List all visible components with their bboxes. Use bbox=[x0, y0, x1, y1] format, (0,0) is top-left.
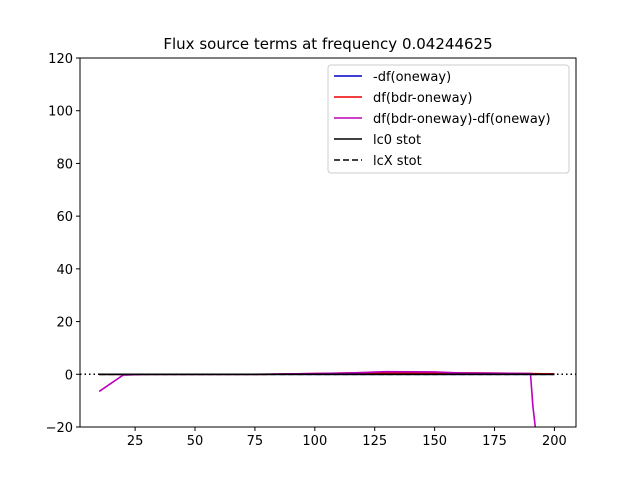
legend-label-5: lcX stot bbox=[373, 154, 422, 169]
legend-label-3: df(bdr-oneway)-df(oneway) bbox=[373, 112, 551, 127]
legend-frame bbox=[327, 64, 570, 174]
x-tick-label: 150 bbox=[422, 434, 447, 449]
x-axis: 25 50 75 100 125 150 175 200 bbox=[127, 427, 567, 449]
y-tick-label: 20 bbox=[56, 316, 73, 331]
y-tick-label: 0 bbox=[65, 368, 73, 383]
x-tick-label: 175 bbox=[482, 434, 507, 449]
y-tick-label: 120 bbox=[48, 52, 73, 67]
legend-label-2: df(bdr-oneway) bbox=[373, 91, 472, 106]
y-tick-label: 60 bbox=[56, 210, 73, 225]
chart-title: Flux source terms at frequency 0.0424462… bbox=[163, 35, 492, 53]
plot-frame bbox=[79, 57, 577, 428]
y-tick-label: 100 bbox=[48, 105, 73, 120]
x-tick-label: 200 bbox=[542, 434, 567, 449]
y-tick-label: 80 bbox=[56, 157, 73, 172]
y-tick-label: −20 bbox=[46, 421, 73, 436]
y-axis: −20 0 20 40 60 80 100 120 bbox=[46, 52, 80, 436]
x-tick-label: 75 bbox=[247, 434, 264, 449]
x-tick-label: 100 bbox=[302, 434, 327, 449]
y-tick-label: 40 bbox=[56, 263, 73, 278]
legend-label-4: lc0 stot bbox=[373, 133, 421, 148]
x-tick-label: 25 bbox=[127, 434, 144, 449]
legend: -df(oneway) df(bdr-oneway) df(bdr-oneway)-… bbox=[327, 64, 570, 174]
legend-label-1: -df(oneway) bbox=[373, 70, 451, 85]
x-tick-label: 50 bbox=[187, 434, 204, 449]
x-tick-label: 125 bbox=[362, 434, 387, 449]
